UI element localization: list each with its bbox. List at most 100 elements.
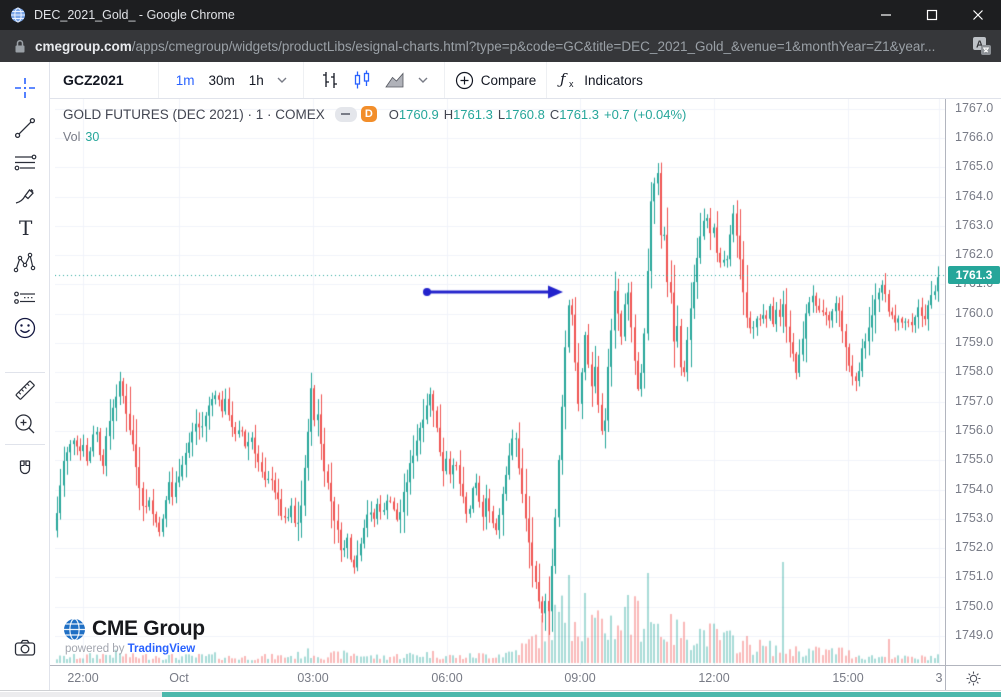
page-favicon-globe-icon xyxy=(11,7,25,23)
trend-line-tool[interactable] xyxy=(11,114,39,142)
price-axis-tick: 1758.0 xyxy=(955,364,994,379)
price-axis-tick: 1749.0 xyxy=(955,628,994,643)
toolbar-separator xyxy=(302,62,304,98)
time-axis-tick: 03:00 xyxy=(297,671,329,685)
interval-30m-button[interactable]: 30m xyxy=(208,72,235,88)
chart-type-bars-button[interactable] xyxy=(319,69,341,91)
price-axis-tick: 1764.0 xyxy=(955,188,994,203)
compare-label: Compare xyxy=(480,72,537,88)
forecast-tool[interactable] xyxy=(11,284,39,312)
high-value: 1761.3 xyxy=(453,106,493,122)
lock-icon xyxy=(15,39,25,52)
time-axis-tick: Oct xyxy=(169,671,189,685)
chart-legend: GOLD FUTURES (DEC 2021) · 1 · COMEX D O 1… xyxy=(63,106,686,122)
interval-menu-button[interactable] xyxy=(277,77,287,84)
price-axis-tick: 1753.0 xyxy=(955,510,994,525)
daily-badge[interactable]: D xyxy=(360,106,377,122)
minimize-button[interactable] xyxy=(863,0,909,30)
price-axis-tick: 1766.0 xyxy=(955,129,994,144)
candles-icon xyxy=(354,70,369,89)
tradingview-link[interactable]: TradingView xyxy=(127,643,196,655)
close-label: C xyxy=(549,106,560,122)
text-icon: T xyxy=(19,216,33,240)
xabcd-pattern-tool[interactable] xyxy=(11,249,39,277)
powered-by-label: powered by xyxy=(65,643,125,655)
chart-type-area-button[interactable] xyxy=(383,69,407,91)
brush-tool[interactable] xyxy=(11,183,39,211)
window-bottom-edge xyxy=(0,690,1001,697)
low-value: 1760.8 xyxy=(505,106,545,122)
close-button[interactable] xyxy=(955,0,1001,30)
chart-type-menu-button[interactable] xyxy=(418,77,428,84)
interval-1h-button[interactable]: 1h xyxy=(248,72,264,88)
time-axis[interactable]: 22:00 Oct 03:00 06:00 09:00 12:00 15:00 3 xyxy=(50,665,945,690)
price-axis-tick: 1759.0 xyxy=(955,335,994,350)
text-tool[interactable]: T xyxy=(11,214,39,242)
chart-toolbar: GCZ2021 1m 30m 1h xyxy=(50,62,1001,99)
toolbar-separator xyxy=(5,372,45,373)
bars-icon xyxy=(322,72,337,88)
ruler-tool[interactable] xyxy=(11,376,39,404)
camera-icon xyxy=(14,639,36,656)
zoom-in-tool[interactable] xyxy=(11,410,39,438)
screenshot-tool[interactable] xyxy=(11,634,39,662)
cme-logo: CME Group xyxy=(63,617,205,641)
fib-lines-icon xyxy=(14,154,37,171)
ruler-icon xyxy=(15,380,35,400)
svg-text:ƒ: ƒ xyxy=(557,70,568,88)
axis-settings-corner[interactable] xyxy=(945,665,1001,690)
symbol-button[interactable]: GCZ2021 xyxy=(63,72,124,88)
time-axis-tick: 09:00 xyxy=(564,671,596,685)
browser-url-bar[interactable]: cmegroup.com/apps/cmegroup/widgets/produ… xyxy=(0,30,1001,62)
svg-text:T: T xyxy=(19,216,33,240)
crosshair-tool[interactable] xyxy=(11,74,39,102)
change-value: +0.7 (+0.04%) xyxy=(604,106,687,122)
window-controls xyxy=(863,0,1001,30)
indicators-label: Indicators xyxy=(584,72,643,88)
area-icon xyxy=(385,72,404,88)
translate-icon[interactable]: A xyxy=(971,35,993,57)
compare-button[interactable]: Compare xyxy=(455,71,537,90)
fib-lines-tool[interactable] xyxy=(11,149,39,177)
emoji-tool[interactable] xyxy=(11,314,39,342)
magnet-icon xyxy=(19,460,31,475)
chevron-down-icon xyxy=(418,77,428,83)
sun-settings-icon xyxy=(966,671,981,685)
function-fx-icon: ƒ x xyxy=(557,70,574,89)
maximize-icon xyxy=(926,9,938,21)
last-price-badge: 1761.3 xyxy=(948,265,1000,284)
compare-plus-icon xyxy=(455,71,473,89)
maximize-button[interactable] xyxy=(909,0,955,30)
open-label: O xyxy=(388,106,399,122)
volume-label: Vol xyxy=(63,130,81,144)
translate-glyph-icon: A xyxy=(973,37,991,55)
xabcd-pattern-icon xyxy=(13,252,36,273)
price-chart-canvas[interactable] xyxy=(55,99,945,665)
volume-value: 30 xyxy=(85,130,100,144)
chart-pane[interactable]: GOLD FUTURES (DEC 2021) · 1 · COMEX D O 1… xyxy=(55,99,945,665)
magnet-tool[interactable] xyxy=(11,456,39,484)
watermark-brand: CME Group xyxy=(92,617,205,640)
high-label: H xyxy=(443,106,454,122)
interval-1m-button[interactable]: 1m xyxy=(175,72,195,88)
time-axis-tick: 15:00 xyxy=(832,671,864,685)
url-domain: cmegroup.com xyxy=(35,38,132,54)
chevron-down-icon xyxy=(277,77,287,83)
window-title: DEC_2021_Gold_ - Google Chrome xyxy=(34,8,235,22)
instrument-title: GOLD FUTURES (DEC 2021) · 1 · COMEX xyxy=(63,106,325,122)
hide-series-button[interactable] xyxy=(334,106,357,122)
zoom-in-icon xyxy=(15,414,35,434)
window-titlebar: DEC_2021_Gold_ - Google Chrome xyxy=(0,0,1001,30)
powered-by: powered by TradingView xyxy=(65,643,205,655)
toolbar-separator xyxy=(546,62,548,98)
ohlc-values: O1760.9 H1761.3 L1760.8 C1761.3 xyxy=(389,107,604,122)
crosshair-icon xyxy=(15,78,35,98)
indicators-button[interactable]: ƒ x Indicators xyxy=(557,70,643,90)
price-axis-tick: 1752.0 xyxy=(955,540,994,555)
chart-type-candles-button[interactable] xyxy=(351,69,373,91)
volume-legend: Vol 30 xyxy=(63,130,99,144)
price-axis[interactable]: 1767.0 1766.0 1765.0 1764.0 1763.0 1762.0 1761… xyxy=(945,99,1001,665)
watermark: CME Group powered by TradingView xyxy=(63,617,205,655)
price-axis-tick: 1767.0 xyxy=(955,100,994,115)
